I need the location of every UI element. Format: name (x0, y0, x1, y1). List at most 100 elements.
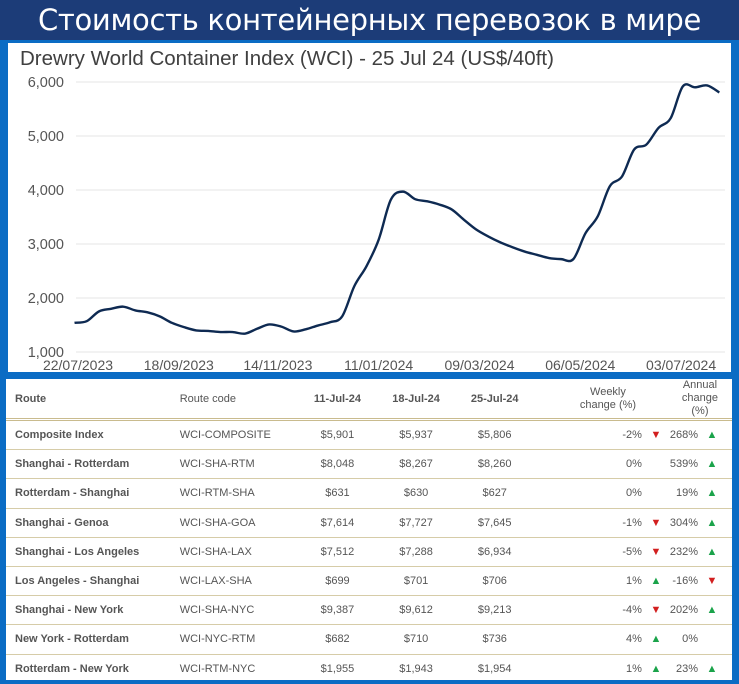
triangle-down-icon: ▼ (706, 575, 718, 588)
cell-route-code: WCI-SHA-LAX (179, 537, 299, 567)
header-18-jul: 18-Jul-24 (376, 379, 456, 421)
y-tick-label: 5,000 (28, 129, 64, 145)
cell-11-jul: $699 (298, 566, 377, 597)
header-11-jul: 11-Jul-24 (298, 379, 377, 421)
x-tick-label: 22/07/2023 (43, 357, 113, 372)
cell-11-jul: $7,614 (298, 508, 377, 538)
cell-25-jul: $9,213 (455, 595, 535, 626)
weekly-change-value: 4% (626, 633, 642, 646)
triangle-up-icon: ▲ (650, 633, 662, 646)
cell-11-jul: $1,955 (320, 662, 355, 675)
cell-route-code: WCI-LAX-SHA (179, 566, 299, 597)
cell-11-jul: $9,387 (298, 595, 377, 626)
triangle-up-icon: ▲ (650, 575, 662, 588)
cell-annual-change: 202% ▲ (661, 595, 732, 626)
cell-annual-change: 268% ▲ (661, 419, 732, 451)
weekly-change-value: 0% (626, 458, 642, 471)
cell-18-jul: $1,943 (399, 662, 433, 675)
cell-annual-change: 304% ▲ (661, 508, 732, 538)
table-row: Rotterdam - New York WCI-RTM-NYC $1,955 $1,… (6, 654, 732, 683)
cell-25-jul: $7,645 (455, 508, 535, 538)
annual-change-value: 304% (669, 516, 698, 529)
cell-annual-change: 23% ▲ (662, 654, 732, 683)
cell-18-jul: $701 (376, 566, 456, 597)
cell-annual-change: 232% ▲ (661, 537, 732, 567)
cell-11-jul: $5,901 (298, 419, 377, 451)
triangle-up-icon: ▲ (706, 487, 718, 500)
header-weekly-change: Weekly change (%) (534, 379, 662, 421)
table-row: Shanghai - Los Angeles WCI-SHA-LAX $7,512 $… (6, 537, 732, 567)
cell-18-jul: $630 (376, 478, 456, 509)
cell-25-jul: $1,954 (477, 662, 512, 675)
cell-weekly-change: -2% ▼ (534, 419, 662, 451)
table-row: Shanghai - Rotterdam WCI-SHA-RTM $8,048 $8,… (6, 449, 732, 480)
x-tick-label: 11/01/2024 (344, 357, 413, 372)
cell-weekly-change: -4% ▼ (534, 595, 662, 626)
cell-weekly-change: 1% ▲ (534, 654, 662, 683)
cell-route: Los Angeles - Shanghai (6, 566, 180, 597)
wci-table-panel: Route Route code 11-Jul-24 18-Jul-24 25-… (6, 379, 732, 680)
header-weekly-line2: change (%) (579, 398, 637, 411)
cell-25-jul: $8,260 (455, 449, 535, 480)
cell-weekly-change: -1% ▼ (534, 508, 662, 538)
cell-route-code: WCI-RTM-SHA (179, 478, 299, 509)
cell-annual-change: -16% ▼ (661, 566, 732, 597)
wci-chart: 1,000 2,000 3,000 4,000 5,000 6,000 22/07/2023… (8, 43, 731, 372)
header-annual-change: Annual change (%) (661, 379, 732, 421)
table-row: Composite Index WCI-COMPOSITE $5,901 $5,937… (6, 419, 732, 451)
header-route-code: Route code (179, 379, 299, 421)
weekly-change-value: -2% (622, 429, 642, 442)
triangle-down-icon: ▼ (650, 429, 662, 442)
table-row: Rotterdam - Shanghai WCI-RTM-SHA $631 $630 $… (6, 478, 732, 509)
annual-change-value: 0% (682, 633, 698, 646)
cell-annual-change: 539% ▲ (661, 449, 732, 480)
cell-18-jul: $710 (376, 624, 456, 655)
chart-plot: 1,000 2,000 3,000 4,000 5,000 6,000 22/07/2023… (28, 75, 725, 372)
x-tick-label: 09/03/2024 (444, 357, 514, 372)
x-tick-label: 06/05/2024 (545, 357, 615, 372)
triangle-up-icon: ▲ (650, 662, 662, 675)
annual-change-value: 23% (675, 662, 698, 675)
cell-weekly-change: 0% (534, 449, 662, 480)
cell-annual-change: 0% (661, 624, 732, 655)
cell-11-jul: $631 (298, 478, 377, 509)
cell-route: Shanghai - Rotterdam (6, 449, 180, 480)
cell-18-jul: $7,727 (376, 508, 456, 538)
annual-change-value: 19% (675, 487, 698, 500)
cell-route: Shanghai - Genoa (6, 508, 180, 538)
table-header-row: Route Route code 11-Jul-24 18-Jul-24 25-… (6, 379, 732, 421)
triangle-up-icon: ▲ (706, 516, 718, 529)
table-row: New York - Rotterdam WCI-NYC-RTM $682 $710 $… (6, 624, 732, 655)
cell-25-jul: $5,806 (455, 419, 535, 451)
header-annual-line2: change (%) (681, 392, 718, 417)
cell-route-code: WCI-SHA-GOA (179, 508, 299, 538)
cell-route-code: WCI-SHA-RTM (179, 449, 299, 480)
cell-route: Shanghai - Los Angeles (6, 537, 180, 567)
cell-route: Rotterdam - New York (15, 662, 129, 675)
triangle-down-icon: ▼ (650, 604, 662, 617)
triangle-up-icon: ▲ (706, 604, 718, 617)
triangle-up-icon: ▲ (706, 545, 718, 558)
cell-route-code: WCI-NYC-RTM (179, 624, 299, 655)
cell-11-jul: $682 (298, 624, 377, 655)
weekly-change-value: -4% (622, 604, 642, 617)
y-tick-label: 6,000 (28, 75, 64, 91)
header-weekly-line1: Weekly (590, 385, 626, 398)
cell-weekly-change: 0% (534, 478, 662, 509)
cell-route-code: WCI-SHA-NYC (179, 595, 299, 626)
cell-route: Composite Index (6, 419, 180, 451)
weekly-change-value: 0% (626, 487, 642, 500)
empty-arrow-slot (706, 633, 718, 645)
cell-11-jul: $8,048 (298, 449, 377, 480)
triangle-down-icon: ▼ (650, 516, 662, 529)
wci-series-line (74, 83, 720, 335)
header-25-jul: 25-Jul-24 (455, 379, 535, 421)
triangle-up-icon: ▲ (706, 662, 718, 675)
cell-18-jul: $5,937 (376, 419, 456, 451)
y-tick-label: 3,000 (28, 237, 64, 253)
page-title: Стоимость контейнерных перевозок в мире (0, 0, 739, 40)
weekly-change-value: 1% (626, 575, 642, 588)
header-annual-line1: Annual (682, 379, 718, 391)
weekly-change-value: -5% (622, 545, 642, 558)
cell-18-jul: $7,288 (376, 537, 456, 567)
